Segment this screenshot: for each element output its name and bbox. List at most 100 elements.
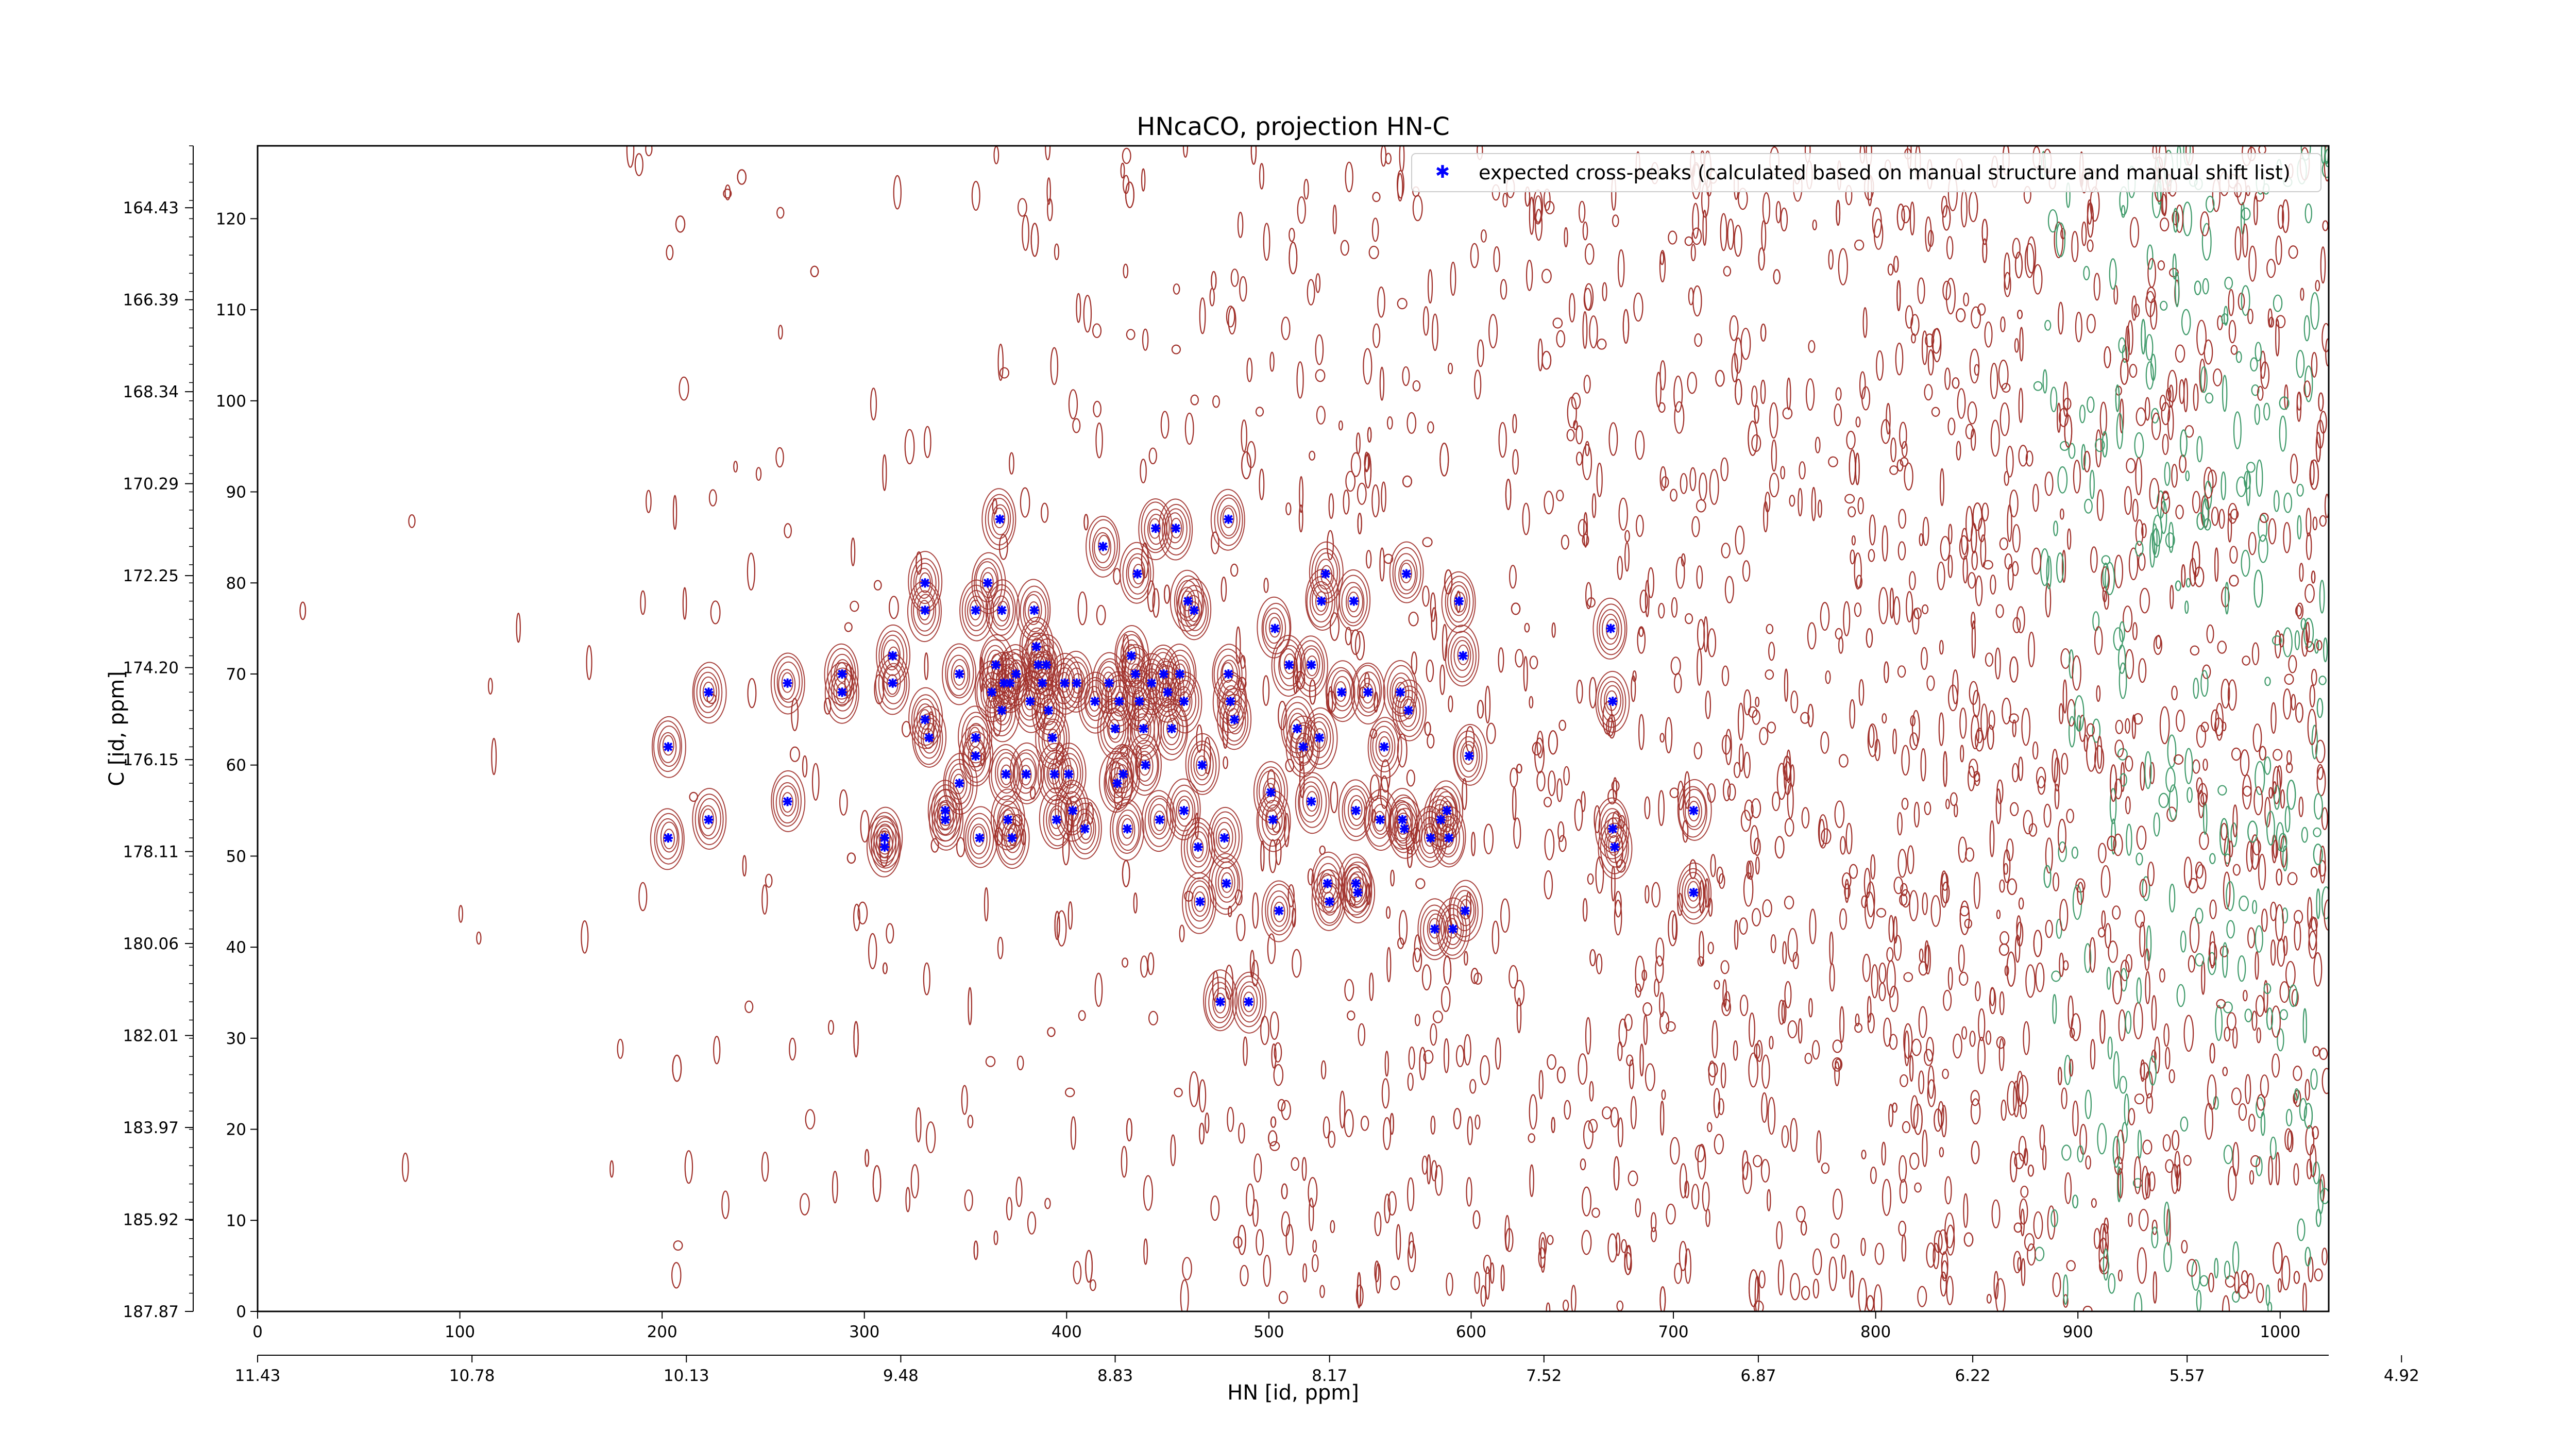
peak-contour — [1449, 885, 1479, 937]
noise-contour — [2273, 1242, 2283, 1274]
peak-contour — [1013, 752, 1037, 794]
noise-contour — [2200, 670, 2209, 697]
x-tick-label-6: 600 — [1456, 1323, 1486, 1341]
noise-contour — [733, 461, 738, 473]
noise-contour — [1377, 287, 1385, 318]
noise-contour — [1709, 469, 1719, 505]
peak-contour — [1183, 589, 1207, 631]
noise-contour — [2255, 761, 2265, 796]
noise-contour — [1372, 192, 1381, 203]
peak-contour — [1048, 805, 1066, 836]
noise-contour — [2270, 702, 2277, 734]
noise-contour — [1672, 914, 1677, 940]
noise-contour — [971, 181, 980, 211]
noise-contour — [1563, 766, 1570, 786]
peak-contour — [1316, 559, 1334, 590]
noise-contour — [1483, 1254, 1492, 1274]
noise-contour — [2123, 605, 2133, 633]
peak-contour — [1309, 581, 1333, 622]
noise-contour — [609, 1160, 614, 1178]
cross-peak-point-108 — [1363, 687, 1373, 697]
noise-contour — [1965, 506, 1973, 542]
noise-contour — [1617, 249, 1625, 288]
noise-contour — [1546, 1302, 1551, 1311]
noise-contour — [2062, 381, 2069, 417]
noise-contour — [2168, 1069, 2175, 1084]
peak-contour — [1295, 772, 1330, 834]
cross-peak-point-27 — [995, 514, 1005, 524]
noise-contour — [1707, 628, 1717, 658]
noise-contour — [1995, 788, 2002, 824]
y-tick-label-0: 0 — [236, 1303, 246, 1321]
peak-contour — [1134, 745, 1158, 786]
peak-contour — [1347, 592, 1360, 613]
noise-contour — [2087, 202, 2094, 238]
noise-contour — [1713, 1088, 1720, 1119]
noise-contour — [1673, 375, 1683, 413]
noise-contour — [2242, 655, 2250, 666]
noise-contour — [2142, 1139, 2153, 1155]
noise-contour — [2151, 1219, 2158, 1235]
noise-contour — [1561, 534, 1569, 550]
noise-contour — [299, 601, 307, 620]
noise-contour — [2043, 865, 2052, 888]
noise-contour — [1671, 597, 1678, 618]
noise-contour — [1958, 944, 1965, 972]
noise-contour — [2176, 1164, 2181, 1192]
noise-contour — [1583, 512, 1588, 548]
noise-contour — [1655, 955, 1664, 983]
noise-contour — [2062, 679, 2067, 714]
peak-contour — [918, 717, 941, 759]
noise-contour — [2287, 872, 2298, 885]
noise-contour — [1798, 487, 1803, 517]
noise-contour — [2196, 512, 2205, 530]
noise-contour — [1430, 1023, 1437, 1046]
noise-contour — [2197, 783, 2208, 807]
noise-contour — [1275, 839, 1282, 866]
noise-contour — [2272, 1053, 2280, 1078]
peak-contour — [1126, 553, 1149, 595]
noise-contour — [2160, 300, 2168, 311]
noise-contour — [2316, 640, 2323, 651]
cross-peak-point-66 — [1147, 678, 1157, 688]
noise-contour — [1874, 738, 1880, 762]
noise-contour — [1986, 1294, 1992, 1304]
peak-contour — [1389, 541, 1424, 603]
noise-contour — [2307, 709, 2317, 746]
noise-contour — [1901, 205, 1910, 224]
noise-contour — [2066, 1260, 2076, 1272]
noise-contour — [1941, 1251, 1948, 1279]
noise-contour — [1564, 227, 1568, 248]
noise-contour — [2002, 697, 2011, 724]
peak-contour — [992, 595, 1010, 627]
noise-contour — [2072, 655, 2081, 691]
legend: ✱ expected cross-peaks (calculated based… — [1411, 153, 2321, 192]
noise-contour — [2019, 327, 2024, 362]
noise-contour — [2086, 314, 2096, 333]
noise-contour — [2097, 1123, 2107, 1155]
noise-contour — [1861, 386, 1871, 411]
noise-contour — [1360, 1116, 1369, 1131]
noise-contour — [1996, 909, 2001, 919]
noise-contour — [2319, 1048, 2328, 1060]
noise-contour — [2307, 897, 2313, 929]
noise-contour — [1897, 812, 1903, 836]
cross-peak-point-56 — [1112, 779, 1122, 788]
noise-contour — [1812, 1278, 1820, 1299]
noise-contour — [1650, 1212, 1657, 1233]
noise-contour — [1800, 1220, 1807, 1236]
noise-contour — [2007, 564, 2014, 591]
noise-contour — [1622, 309, 1630, 344]
noise-contour — [2304, 1246, 2311, 1267]
peak-contour — [1214, 992, 1226, 1014]
noise-contour — [2202, 801, 2208, 835]
noise-contour — [2230, 345, 2238, 355]
noise-contour — [2045, 919, 2053, 938]
noise-contour — [1398, 909, 1408, 946]
noise-contour — [2321, 886, 2329, 919]
noise-contour — [1692, 203, 1699, 239]
noise-contour — [2052, 1272, 2061, 1298]
peak-contour — [1302, 785, 1320, 817]
noise-contour — [1759, 727, 1769, 745]
noise-contour — [1386, 947, 1392, 983]
